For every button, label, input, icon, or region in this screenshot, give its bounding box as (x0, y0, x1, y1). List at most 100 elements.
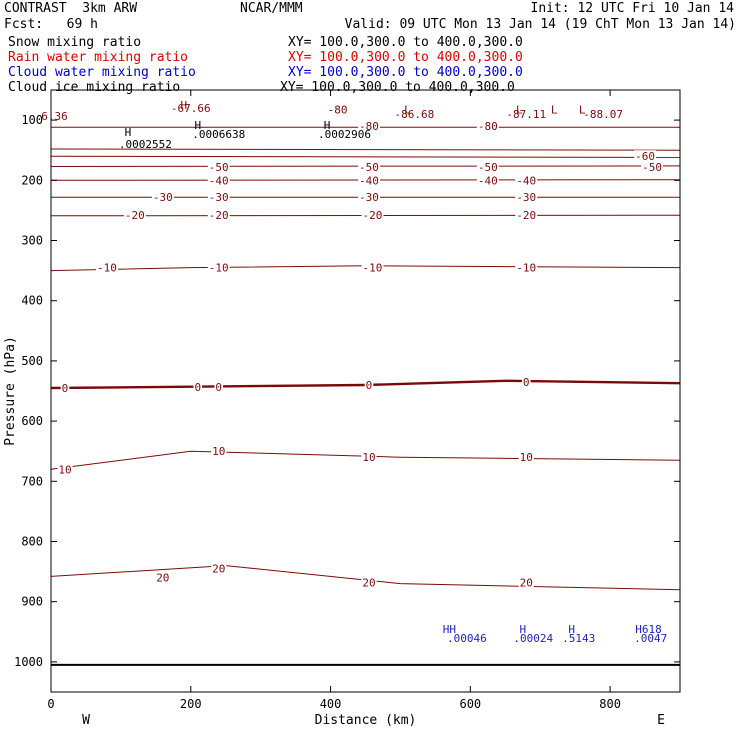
extremum-marker: .5143 (562, 632, 595, 645)
y-tick-label: 500 (21, 354, 43, 368)
contour-label-bg (207, 161, 230, 175)
contour-label: -30 (153, 191, 173, 204)
x-tick-label: 200 (180, 697, 202, 711)
contour-label-bg (515, 209, 538, 223)
extremum-marker: L (579, 103, 586, 116)
valid-time: Valid: 09 UTC Mon 13 Jan 14 (19 ChT Mon … (344, 17, 736, 32)
contour-label: 10 (362, 451, 375, 464)
contour-label-bg (361, 209, 384, 223)
extremum-marker: L (404, 103, 411, 116)
contour-label: -30 (209, 191, 229, 204)
contour-label-bg (518, 451, 534, 465)
cloudwater-field-xy: XY= 100.0,300.0 to 400.0,300.0 (288, 65, 523, 80)
y-tick-label: 1000 (14, 655, 43, 669)
contour-label-bg (582, 108, 624, 122)
extremum-marker: .00046 (447, 632, 487, 645)
isotherm-9 (50, 450, 681, 470)
contour-label-bg (326, 103, 349, 117)
contour-label: -40 (359, 174, 379, 187)
contour-label: -40 (478, 174, 498, 187)
east-label: E (657, 713, 665, 728)
contour-label-bg (476, 120, 499, 134)
contour-label-bg (207, 191, 230, 205)
extremum-marker: H (568, 623, 575, 636)
x-tick-label: 400 (320, 697, 342, 711)
contour-label-bg (155, 571, 171, 585)
snow-field-label: Snow mixing ratio (8, 35, 142, 50)
x-tick-label: 600 (459, 697, 481, 711)
contour-label-bg (476, 174, 499, 188)
contour-label-bg (358, 120, 380, 134)
extremum-marker: .0002552 (119, 138, 172, 151)
isotherm-8 (50, 379, 681, 390)
contour-label: 0 (523, 376, 530, 389)
contour-label-bg (169, 102, 212, 116)
contour-label-bg (393, 108, 436, 122)
contour-label: -50 (642, 161, 662, 174)
contour-label: -30 (516, 191, 536, 204)
contour-label-bg (476, 161, 499, 175)
contour-label-bg (505, 108, 548, 122)
contour-label: 20 (156, 572, 169, 585)
contour-label: 0 (366, 379, 373, 392)
contour-label: 0 (215, 381, 222, 394)
contour-label-bg (123, 209, 146, 223)
extremum-marker: H (519, 623, 526, 636)
contour-label-bg (361, 451, 377, 465)
contour-label-bg (207, 174, 230, 188)
contour-label-bg (95, 261, 118, 275)
rain-field-xy: XY= 100.0,300.0 to 400.0,300.0 (288, 50, 523, 65)
extremum-marker: .0006638 (192, 128, 245, 141)
extremum-marker: H (324, 119, 331, 132)
contour-label: 0 (194, 381, 201, 394)
model-title: CONTRAST 3km ARW (4, 1, 138, 16)
contour-label: -30 (359, 191, 379, 204)
y-tick-label: 300 (21, 234, 43, 248)
contour-label-bg (634, 150, 656, 164)
contour-label-bg (515, 174, 538, 188)
x-axis-title: Distance (km) (315, 713, 417, 728)
init-time: Init: 12 UTC Fri 10 Jan 14 (530, 1, 735, 16)
contour-label: -10 (516, 262, 536, 275)
contour-label: -40 (516, 174, 536, 187)
y-tick-label: 200 (21, 173, 43, 187)
contour-label: 20 (520, 576, 533, 589)
source-label: NCAR/MMM (240, 1, 303, 16)
contour-label-bg (361, 261, 384, 275)
contour-label-bg (214, 380, 224, 394)
isotherm-10 (50, 565, 681, 591)
extremum-marker: H (180, 99, 187, 112)
contour-label: 10 (58, 463, 71, 476)
isotherm-2 (50, 155, 681, 158)
extremum-marker: H (194, 119, 201, 132)
y-tick-label: 600 (21, 414, 43, 428)
contour-label-bg (361, 576, 377, 590)
contour-label: -88.07 (583, 108, 623, 121)
cloudwater-field-label: Cloud water mixing ratio (8, 65, 196, 80)
contour-label-bg (515, 261, 538, 275)
contour-label-bg (151, 191, 174, 205)
contour-label: -40 (209, 174, 229, 187)
contour-label-bg (364, 378, 374, 392)
contour-label: 20 (212, 563, 225, 576)
contour-label-bg (57, 463, 73, 477)
contour-label-bg (515, 191, 538, 205)
contour-label: -80 (478, 120, 498, 133)
snow-field-xy: XY= 100.0,300.0 to 400.0,300.0 (288, 35, 523, 50)
contour-label: -20 (125, 209, 145, 222)
plot-frame (50, 89, 681, 693)
contour-label: -10 (209, 262, 229, 275)
contour-label-bg (358, 161, 380, 175)
isotherm-1 (50, 148, 681, 151)
y-tick-label: 700 (21, 474, 43, 488)
contour-label: 20 (362, 576, 375, 589)
extremum-marker: .0002906 (318, 128, 371, 141)
contour-label: -67.66 (171, 102, 211, 115)
contour-label: -50 (359, 161, 379, 174)
contour-label-bg (521, 375, 531, 389)
cloudice-field-xy: XY= 100.0,300.0 to 400.0,300.0 (280, 80, 515, 95)
contour-label: -86.68 (395, 108, 435, 121)
x-tick-label: 800 (599, 697, 621, 711)
rain-field-label: Rain water mixing ratio (8, 50, 189, 65)
